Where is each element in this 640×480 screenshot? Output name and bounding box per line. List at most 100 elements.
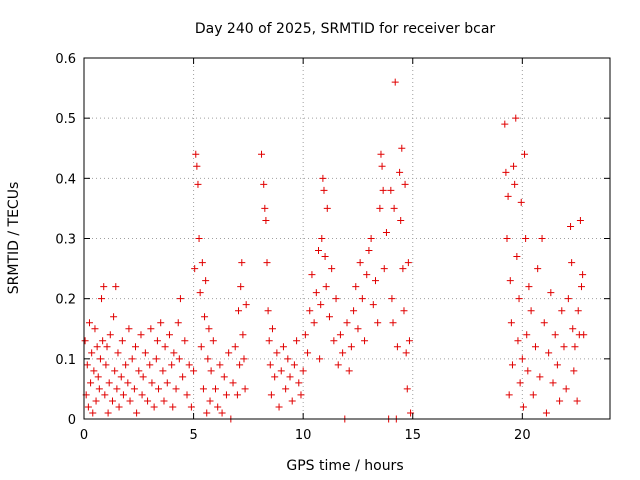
data-point: [569, 325, 577, 333]
data-point: [522, 235, 530, 242]
data-point: [159, 367, 167, 375]
data-point: [396, 168, 404, 176]
data-point: [96, 355, 104, 363]
data-point: [94, 373, 102, 381]
data-point: [378, 162, 386, 170]
data-point: [258, 150, 266, 158]
data-point: [262, 216, 270, 224]
x-axis-title: GPS time / hours: [286, 458, 403, 474]
x-tick-label: 10: [295, 428, 312, 443]
data-point: [235, 307, 243, 315]
data-point: [521, 150, 529, 158]
data-point: [325, 313, 333, 321]
data-point: [110, 313, 118, 321]
data-point: [527, 307, 535, 315]
data-point: [100, 283, 108, 291]
data-point: [279, 343, 287, 351]
data-point: [193, 162, 201, 170]
y-tick-label: 0.1: [55, 353, 76, 368]
data-point: [209, 337, 217, 345]
data-point: [99, 337, 107, 345]
data-point: [85, 319, 93, 327]
data-point: [231, 343, 239, 351]
data-point: [517, 198, 525, 206]
data-point: [542, 409, 550, 417]
data-point: [268, 325, 276, 333]
data-point: [571, 343, 579, 351]
y-tick-label: 0.5: [55, 112, 76, 127]
axis-ticks: 0 0.1 0.2 0.3 0.4 0.5 0.6 0 5 10 15 20: [55, 52, 610, 443]
data-point: [538, 235, 546, 242]
data-point: [336, 331, 344, 339]
data-point: [380, 265, 388, 273]
x-tick-label: 15: [404, 428, 421, 443]
data-point: [511, 180, 519, 188]
data-point: [519, 403, 527, 411]
data-point: [558, 307, 566, 315]
data-point: [564, 295, 572, 303]
data-point: [345, 367, 353, 375]
data-point: [347, 343, 355, 351]
data-point: [238, 259, 246, 267]
data-point: [352, 283, 360, 291]
data-point: [95, 385, 103, 393]
data-point: [271, 373, 279, 381]
data-point: [562, 385, 570, 393]
data-point: [518, 355, 526, 363]
data-point: [147, 325, 155, 333]
data-point: [524, 367, 532, 375]
data-point: [513, 253, 521, 261]
data-point: [288, 397, 296, 405]
data-point: [358, 295, 366, 303]
data-point: [507, 319, 515, 327]
data-point: [148, 379, 156, 387]
data-point: [389, 319, 397, 327]
data-point: [160, 397, 168, 405]
data-point: [242, 301, 250, 309]
y-axis-title: SRMTID / TECUs: [6, 182, 22, 295]
data-point: [354, 325, 362, 333]
data-point: [174, 319, 182, 327]
data-point: [122, 361, 130, 369]
data-point: [317, 301, 325, 309]
data-point: [267, 391, 275, 399]
data-point: [220, 373, 228, 381]
data-point: [282, 385, 290, 393]
x-tick-label: 20: [514, 428, 531, 443]
data-point: [573, 397, 581, 405]
data-point: [534, 265, 542, 273]
data-point: [376, 204, 384, 212]
data-point: [407, 409, 415, 417]
data-point: [84, 403, 92, 411]
chart-title: Day 240 of 2025, SRMTID for receiver bca…: [195, 21, 496, 37]
data-point: [179, 373, 187, 381]
data-point: [304, 349, 312, 357]
data-point: [501, 120, 509, 128]
data-point: [404, 259, 412, 267]
data-point: [117, 373, 125, 381]
data-point: [363, 271, 371, 279]
data-point: [388, 295, 396, 303]
data-point: [379, 186, 387, 194]
data-point: [260, 180, 268, 188]
data-point: [190, 367, 198, 375]
data-point: [203, 409, 211, 417]
data-point: [549, 379, 557, 387]
data-point: [137, 331, 145, 339]
data-point: [540, 319, 548, 327]
data-point: [187, 403, 195, 411]
data-point: [185, 361, 193, 369]
data-point: [126, 397, 134, 405]
data-point: [176, 295, 184, 303]
data-point: [576, 216, 584, 224]
data-point: [128, 355, 136, 363]
data-point: [556, 397, 564, 405]
data-point: [568, 259, 576, 267]
data-point: [356, 259, 364, 267]
data-point: [115, 403, 123, 411]
data-point: [112, 283, 120, 291]
y-tick-label: 0: [68, 413, 76, 428]
data-point: [515, 295, 523, 303]
data-point: [316, 355, 324, 363]
